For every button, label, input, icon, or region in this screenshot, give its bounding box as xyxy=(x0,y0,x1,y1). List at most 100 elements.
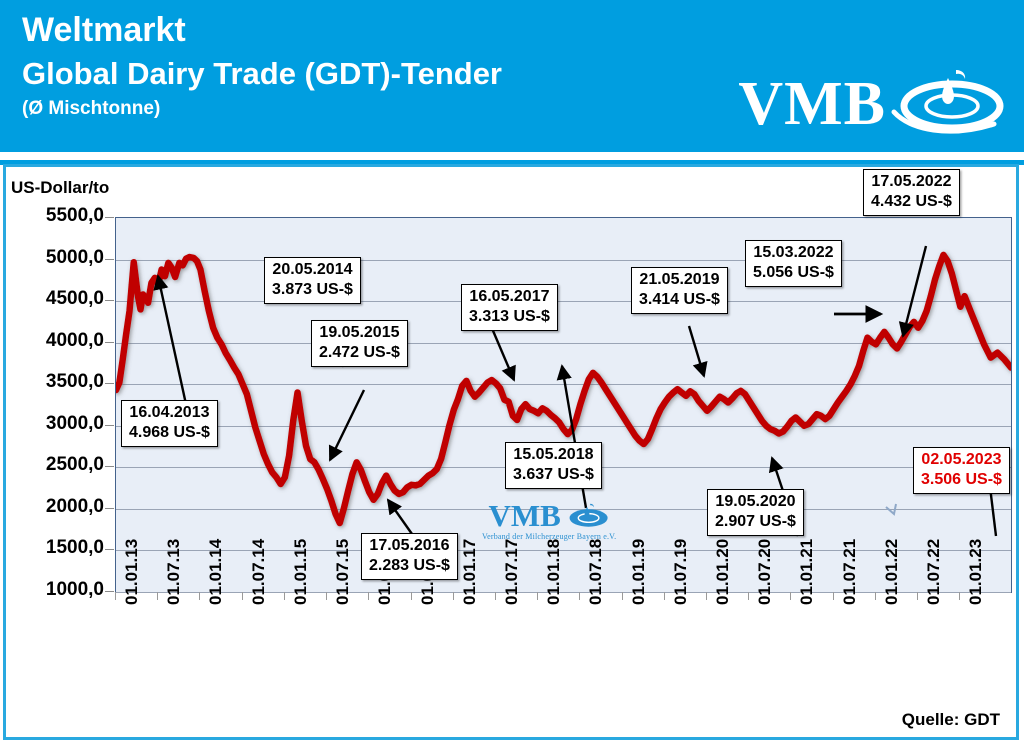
annotation-date: 16.04.2013 xyxy=(129,404,210,421)
gridline xyxy=(116,592,1011,593)
header-divider xyxy=(0,160,1024,165)
y-axis-tick-label: 2000,0 xyxy=(45,495,104,517)
y-axis-tick-mark xyxy=(105,424,114,426)
annotation-value: 4.432 US-$ xyxy=(871,193,952,210)
x-axis-tick-label: 01.01.23 xyxy=(966,538,986,605)
source-label: Quelle: GDT xyxy=(901,710,1000,729)
x-axis-tick-mark xyxy=(283,592,285,600)
x-axis-tick-label: 01.01.13 xyxy=(122,538,141,605)
y-axis-tick-label: 1000,0 xyxy=(45,579,104,600)
x-axis-tick-label: 01.01.21 xyxy=(797,538,817,605)
y-axis-tick-mark xyxy=(105,591,114,592)
y-axis-tick-label: 1500,0 xyxy=(45,537,104,559)
x-axis-tick-label: 01.01.20 xyxy=(713,538,733,605)
x-axis-tick-mark xyxy=(579,592,581,600)
annotation-2017: 16.05.2017 3.313 US-$ xyxy=(461,284,558,331)
y-axis-tick-mark xyxy=(105,300,114,302)
x-axis-tick-label: 01.07.14 xyxy=(248,538,268,605)
x-axis-tick-mark xyxy=(959,592,961,600)
annotation-date: 16.05.2017 xyxy=(469,288,550,305)
y-axis-tick-mark xyxy=(105,217,114,218)
annotation-value: 3.414 US-$ xyxy=(639,291,720,308)
x-axis-tick-mark xyxy=(621,592,623,600)
x-axis-tick-label: 01.07.19 xyxy=(670,538,690,605)
x-axis-tick-label: 01.07.13 xyxy=(164,538,184,605)
y-axis-tick-mark xyxy=(105,383,114,385)
gridline xyxy=(116,508,1011,510)
gridline xyxy=(116,550,1011,552)
x-axis-tick-label: 01.07.21 xyxy=(839,538,859,605)
y-axis-tick-label: 5500,0 xyxy=(45,205,104,226)
x-axis-tick-label: 01.07.20 xyxy=(755,538,775,605)
annotation-value: 3.506 US-$ xyxy=(921,471,1002,488)
y-axis-tick-mark xyxy=(105,549,114,551)
plot-area: VMB Verband der Milcherzeuger Bayern e.V… xyxy=(115,217,1012,593)
annotation-date: 19.05.2015 xyxy=(319,324,400,341)
x-axis-tick-mark xyxy=(790,592,792,600)
x-axis-tick-label: 01.01.14 xyxy=(206,538,226,605)
annotation-date: 17.05.2016 xyxy=(369,537,450,554)
water-droplet-ripple-icon xyxy=(890,66,1006,136)
x-axis-tick-label: 01.01.18 xyxy=(544,538,564,605)
annotation-value: 2.472 US-$ xyxy=(319,344,400,361)
annotation-value: 3.313 US-$ xyxy=(469,308,550,325)
annotation-2022-may: 17.05.2022 4.432 US-$ xyxy=(863,169,960,216)
x-axis-tick-label: 01.07.18 xyxy=(586,538,606,605)
annotation-date: 21.05.2019 xyxy=(639,271,720,288)
x-axis-tick-mark xyxy=(326,592,328,600)
header-title-group: Weltmarkt Global Dairy Trade (GDT)-Tende… xyxy=(22,10,502,122)
x-axis-tick-mark xyxy=(115,592,116,600)
annotation-date: 15.03.2022 xyxy=(753,244,834,261)
y-axis-tick-label: 2500,0 xyxy=(45,454,104,476)
annotation-value: 2.907 US-$ xyxy=(715,513,796,530)
x-axis-tick-mark xyxy=(706,592,708,600)
annotation-2019: 21.05.2019 3.414 US-$ xyxy=(631,267,728,314)
x-axis-tick-label: 01.01.15 xyxy=(290,538,310,605)
annotation-2014: 20.05.2014 3.873 US-$ xyxy=(264,257,361,304)
page-header: Weltmarkt Global Dairy Trade (GDT)-Tende… xyxy=(0,0,1024,152)
x-axis-tick-mark xyxy=(199,592,201,600)
x-axis-tick-mark xyxy=(537,592,539,600)
x-axis-tick-mark xyxy=(748,592,750,600)
annotation-2016: 17.05.2016 2.283 US-$ xyxy=(361,533,458,580)
annotation-value: 2.283 US-$ xyxy=(369,557,450,574)
y-axis-tick-label: 3000,0 xyxy=(45,412,104,434)
y-axis-tick-mark xyxy=(105,341,114,343)
x-axis-tick-label: 01.01.22 xyxy=(881,538,901,605)
chart-container: US-Dollar/to 5500,0 5000,0 4500,0 4000,0 350… xyxy=(0,164,1024,744)
annotation-value: 5.056 US-$ xyxy=(753,264,834,281)
x-axis-tick-label: 01.07.15 xyxy=(333,538,353,605)
y-axis-tick-mark xyxy=(105,507,114,509)
annotation-value: 3.873 US-$ xyxy=(272,281,353,298)
x-axis-tick-mark xyxy=(663,592,665,600)
x-axis-tick-label: 01.07.22 xyxy=(924,538,944,605)
annotation-date: 17.05.2022 xyxy=(871,173,952,190)
annotation-2023-latest: 02.05.2023 3.506 US-$ xyxy=(913,447,1010,494)
y-axis-title: US-Dollar/to xyxy=(11,178,110,197)
gridline xyxy=(116,301,1011,303)
gridline xyxy=(116,342,1011,344)
x-axis-tick-label: 01.01.19 xyxy=(628,538,648,605)
y-axis-tick-label: 3500,0 xyxy=(45,371,104,393)
x-axis-tick-mark xyxy=(494,592,496,600)
y-axis-tick-label: 5000,0 xyxy=(45,246,104,268)
annotation-2022-march: 15.03.2022 5.056 US-$ xyxy=(745,240,842,287)
page-title: Weltmarkt xyxy=(22,11,186,49)
x-axis-tick-label: 01.07.17 xyxy=(501,538,521,605)
annotation-2013: 16.04.2013 4.968 US-$ xyxy=(121,400,218,447)
data-line-gdt xyxy=(116,251,1011,527)
y-axis-tick-label: 4500,0 xyxy=(45,288,104,310)
annotation-value: 4.968 US-$ xyxy=(129,424,210,441)
x-axis-tick-mark xyxy=(874,592,876,600)
vmb-logo: VMB xyxy=(738,70,1006,136)
y-axis-tick-mark xyxy=(105,258,114,260)
annotation-date: 15.05.2018 xyxy=(513,446,594,463)
x-axis-tick-mark xyxy=(452,592,454,600)
x-axis-tick-mark xyxy=(241,592,243,600)
annotation-date: 02.05.2023 xyxy=(921,451,1002,468)
x-axis-tick-mark xyxy=(157,592,159,600)
x-axis-tick-mark xyxy=(368,592,370,600)
page-subtitle-note: (Ø Mischtonne) xyxy=(22,98,161,119)
annotation-2020: 19.05.2020 2.907 US-$ xyxy=(707,489,804,536)
x-axis-tick-mark xyxy=(410,592,412,600)
